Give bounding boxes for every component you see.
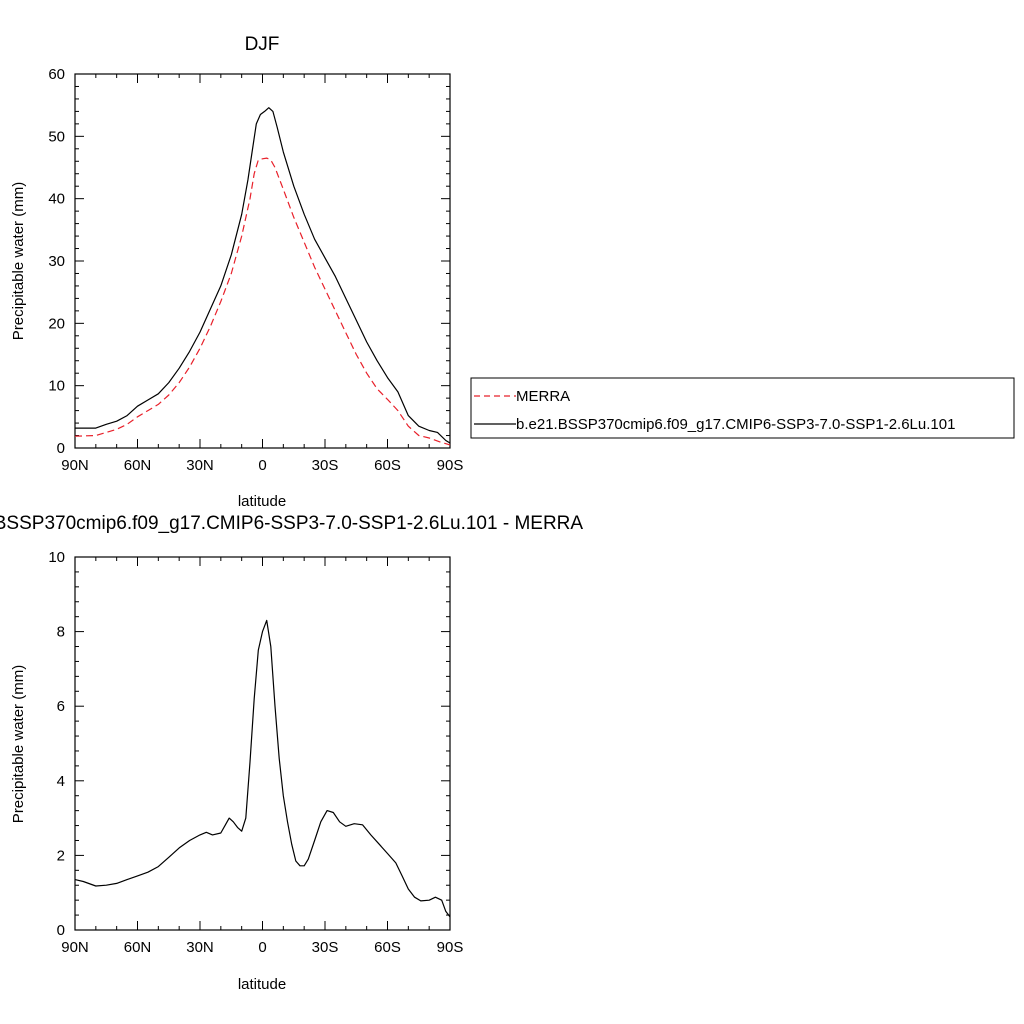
top-x-tick-label: 30S [312, 457, 339, 474]
top-y-tick-label: 10 [48, 378, 65, 395]
top-x-tick-label: 90N [61, 457, 89, 474]
top-y-tick-label: 30 [48, 253, 65, 270]
bottom-x-tick-label: 60N [124, 939, 152, 956]
bottom-panel: b.e21.BSSP370cmip6.f09_g17.CMIP6-SSP3-7.… [0, 513, 583, 993]
bottom-y-tick-label: 4 [57, 773, 65, 790]
bottom-y-tick-label: 10 [48, 549, 65, 566]
bottom-x-tick-label: 30S [312, 939, 339, 956]
top-y-tick-label: 20 [48, 315, 65, 332]
bottom-x-tick-label: 0 [258, 939, 266, 956]
bottom-x-tick-label: 90N [61, 939, 89, 956]
legend-label-merra: MERRA [516, 388, 570, 405]
top-y-tick-label: 40 [48, 191, 65, 208]
legend-box [470, 377, 1015, 439]
bottom-x-tick-label: 30N [186, 939, 214, 956]
top-x-tick-label: 90S [437, 457, 464, 474]
bottom-chart-title: b.e21.BSSP370cmip6.f09_g17.CMIP6-SSP3-7.… [0, 513, 583, 534]
bottom-series-line-1 [74, 619, 451, 918]
legend: MERRA b.e21.BSSP370cmip6.f09_g17.CMIP6-S… [470, 377, 1015, 439]
top-x-tick-label: 0 [258, 457, 266, 474]
bottom-x-axis-label: latitude [238, 976, 286, 993]
top-panel: DJF 0 10 20 30 40 50 60 90N 60N 30N 0 30S 60S 90S lat… [10, 34, 463, 510]
bottom-x-tick-label: 90S [437, 939, 464, 956]
top-x-tick-label: 30N [186, 457, 214, 474]
top-series-line-2 [75, 107, 451, 444]
top-x-axis-label: latitude [238, 493, 286, 510]
top-y-tick-label: 50 [48, 128, 65, 145]
top-series-line-1 [74, 157, 451, 446]
bottom-y-axis-label: Precipitable water (mm) [10, 665, 27, 823]
bottom-plot-area: 0 2 4 6 8 10 90N 60N 30N 0 30S 60S 90S [48, 549, 463, 956]
top-y-axis-label: Precipitable water (mm) [10, 182, 27, 340]
bottom-y-tick-label: 6 [57, 698, 65, 715]
top-y-tick-label: 60 [48, 66, 65, 83]
top-y-tick-label: 0 [57, 440, 65, 457]
top-x-tick-label: 60S [374, 457, 401, 474]
bottom-y-tick-label: 8 [57, 624, 65, 641]
bottom-x-tick-label: 60S [374, 939, 401, 956]
top-chart-title: DJF [245, 34, 280, 55]
top-plot-area: 0 10 20 30 40 50 60 90N 60N 30N 0 30S 60S 90S [48, 66, 463, 474]
top-plot-frame [74, 73, 451, 449]
legend-label-model: b.e21.BSSP370cmip6.f09_g17.CMIP6-SSP3-7.… [516, 416, 955, 433]
bottom-plot-frame [74, 556, 451, 931]
top-x-tick-label: 60N [124, 457, 152, 474]
bottom-y-tick-label: 0 [57, 922, 65, 939]
bottom-y-tick-label: 2 [57, 847, 65, 864]
